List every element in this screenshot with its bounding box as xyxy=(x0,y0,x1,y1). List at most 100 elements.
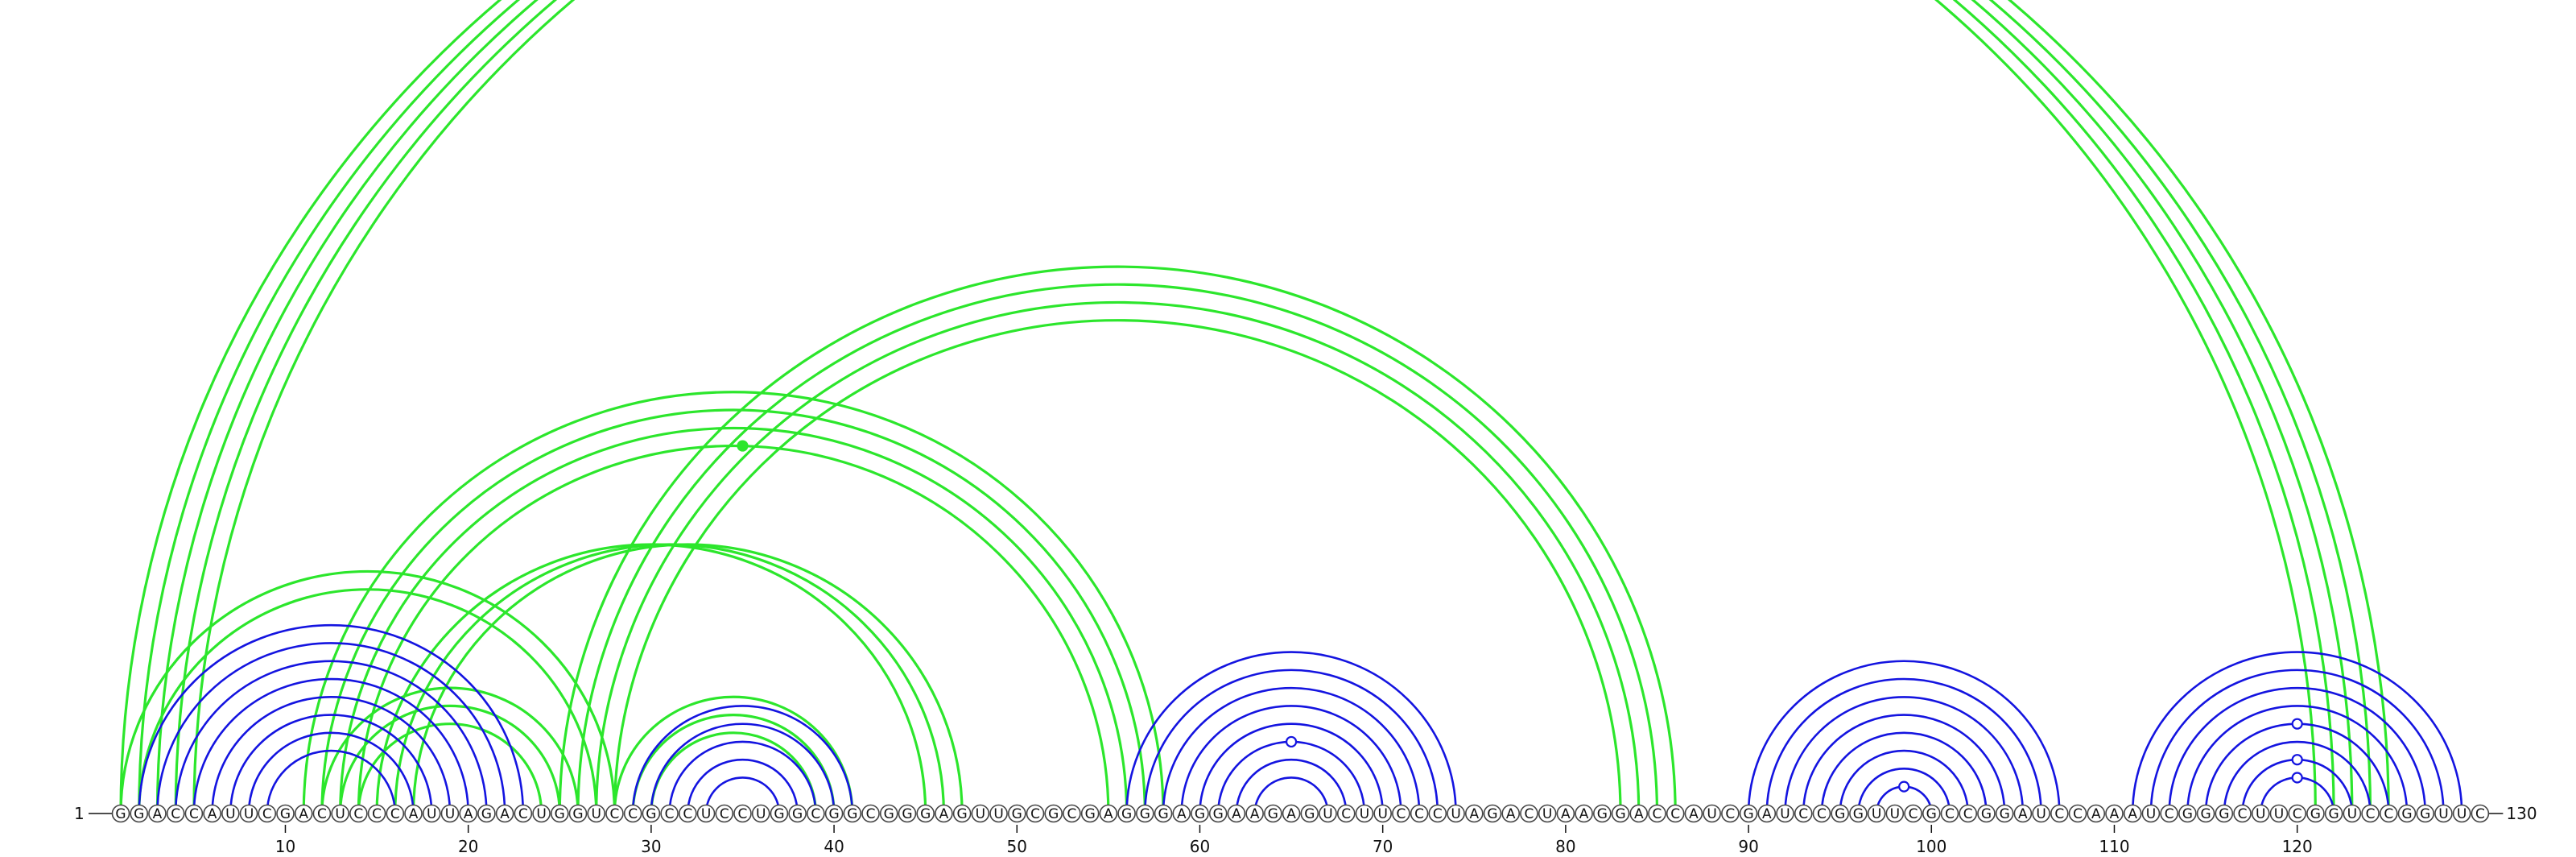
nucleotide: G xyxy=(1044,804,1063,823)
nucleotide-letter: U xyxy=(427,806,436,822)
nucleotide-circle xyxy=(2178,804,2197,823)
base-pair-arc xyxy=(704,776,781,814)
nucleotide-letter: U xyxy=(225,806,235,822)
nucleotide-letter: G xyxy=(1012,806,1022,822)
nucleotide-letter: C xyxy=(189,806,199,822)
nucleotide-letter: U xyxy=(244,806,254,822)
base-pair-arc xyxy=(576,283,1659,814)
nucleotide-circle xyxy=(1959,804,1978,823)
nucleotide-circle xyxy=(679,804,697,823)
nucleotide-circle xyxy=(1556,804,1575,823)
nucleotide-letter: C xyxy=(390,806,400,822)
nucleotide: U xyxy=(532,804,551,823)
nucleotide: A xyxy=(459,804,477,823)
nucleotide-circle xyxy=(2215,804,2234,823)
nucleotide: U xyxy=(221,804,240,823)
nucleotide-circle xyxy=(367,804,386,823)
tick-label: 100 xyxy=(1916,837,1946,856)
nucleotide: G xyxy=(770,804,789,823)
nucleotide: G xyxy=(2416,804,2435,823)
nucleotide-circle xyxy=(898,804,917,823)
nucleotide: C xyxy=(386,804,405,823)
nucleotide-circle xyxy=(1392,804,1410,823)
tick-label: 110 xyxy=(2099,837,2129,856)
base-pair-arc xyxy=(357,722,543,814)
nucleotide: C xyxy=(184,804,204,823)
nucleotide-letter: U xyxy=(993,806,1003,822)
nucleotide: G xyxy=(2306,804,2325,823)
nucleotide-letter: U xyxy=(591,806,601,822)
nucleotide-letter: C xyxy=(1525,806,1534,822)
nucleotide-letter: U xyxy=(1377,806,1387,822)
nucleotide-circle xyxy=(568,804,588,823)
nucleotide-circle xyxy=(2141,804,2161,823)
nucleotide: A xyxy=(1501,804,1521,823)
nucleotide-circle xyxy=(1300,804,1319,823)
nucleotide-circle xyxy=(2324,804,2343,823)
nucleotide: C xyxy=(2068,804,2087,823)
nucleotide-circle xyxy=(642,804,661,823)
nucleotide: G xyxy=(1831,804,1849,823)
nucleotide-circle xyxy=(1776,804,1794,823)
nucleotide: G xyxy=(1995,804,2014,823)
nucleotide: A xyxy=(1757,804,1777,823)
nucleotide-letter: U xyxy=(2146,806,2156,822)
nucleotide-circle xyxy=(1575,804,1593,823)
nucleotide: A xyxy=(1245,804,1264,823)
nucleotide-circle xyxy=(1483,804,1502,823)
nucleotide-circle xyxy=(1154,804,1173,823)
nucleotide-letter: A xyxy=(2128,806,2137,822)
nucleotide-circle xyxy=(971,804,990,823)
base-pair-arc xyxy=(2186,705,2409,814)
base-pair-arc xyxy=(613,319,1622,814)
nucleotide: G xyxy=(1136,804,1154,823)
nucleotide-letter: G xyxy=(134,806,144,822)
nucleotide-letter: U xyxy=(1323,806,1332,822)
nucleotide-circle xyxy=(514,804,533,823)
base-pair-arc xyxy=(2149,669,2445,814)
nucleotide: A xyxy=(1629,804,1649,823)
nucleotide-circle xyxy=(1520,804,1538,823)
nucleotide-circle xyxy=(1794,804,1813,823)
nucleotide-letter: G xyxy=(1926,806,1937,822)
nucleotide-letter: C xyxy=(2384,806,2393,822)
nucleotide: C xyxy=(2471,804,2490,823)
base-pair-arc xyxy=(247,731,415,814)
nucleotide-letter: U xyxy=(536,806,546,822)
nucleotide: C xyxy=(1336,804,1356,823)
nucleotide: A xyxy=(2087,804,2106,823)
nucleotide: A xyxy=(2105,804,2124,823)
tick-label: 10 xyxy=(275,837,295,856)
nucleotide-circle xyxy=(1319,804,1337,823)
base-pair-arc xyxy=(1765,677,2042,814)
nucleotide-letter: G xyxy=(2000,806,2010,822)
nucleotide: U xyxy=(1447,804,1465,823)
nucleotide-circle xyxy=(2361,804,2380,823)
nucleotide-circle xyxy=(166,804,185,823)
base-pair-arc xyxy=(1144,669,1439,814)
base-pair-arc xyxy=(1180,705,1402,814)
nucleotide-letter: G xyxy=(1140,806,1150,822)
nucleotide-circle xyxy=(1336,804,1356,823)
nucleotide: G xyxy=(111,804,130,823)
nucleotide-letter: C xyxy=(1341,806,1351,822)
nucleotide: U xyxy=(2032,804,2050,823)
nucleotide-circle xyxy=(1977,804,1996,823)
nucleotide: C xyxy=(1666,804,1685,823)
nucleotide-letter: U xyxy=(2347,806,2357,822)
nucleotide-circle xyxy=(386,804,405,823)
nucleotide-circle xyxy=(1044,804,1063,823)
base-pair-arc xyxy=(1125,651,1457,814)
nucleotide: G xyxy=(130,804,149,823)
nucleotide-circle xyxy=(2105,804,2124,823)
base-pair-arc xyxy=(339,426,1129,814)
nucleotide-circle xyxy=(861,804,880,823)
nucleotide-letter: U xyxy=(1542,806,1552,822)
nucleotide-circle xyxy=(715,804,734,823)
nucleotide-letter: G xyxy=(957,806,968,822)
tick-label: 60 xyxy=(1190,837,1210,856)
nucleotide-circle xyxy=(605,804,624,823)
nucleotide: C xyxy=(2379,804,2398,823)
nucleotide-letter: A xyxy=(1177,806,1187,822)
nucleotide-letter: C xyxy=(1414,806,1424,822)
